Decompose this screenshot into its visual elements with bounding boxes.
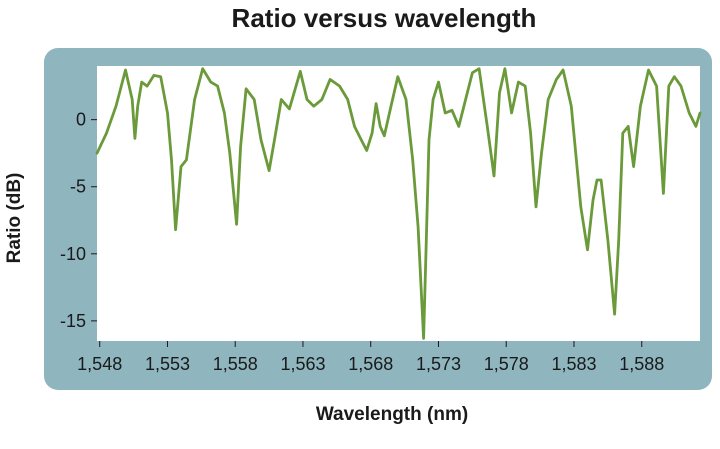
y-tick-label: -15 xyxy=(60,311,86,331)
x-tick-label: 1,583 xyxy=(551,354,596,374)
y-axis-label: Ratio (dB) xyxy=(4,173,25,264)
x-tick-label: 1,548 xyxy=(77,354,122,374)
x-tick-label: 1,578 xyxy=(484,354,529,374)
x-axis-ticks: 1,548 1,553 1,558 1,563 1,568 1,573 1,578 1,583… xyxy=(77,341,664,374)
plot-area xyxy=(97,66,700,341)
y-tick-label: 0 xyxy=(76,110,86,130)
y-tick-label: -5 xyxy=(70,177,86,197)
x-tick-label: 1,573 xyxy=(416,354,461,374)
x-tick-label: 1,558 xyxy=(213,354,258,374)
y-axis-ticks: 0 -5 -10 -15 xyxy=(60,110,97,331)
y-tick-label: -10 xyxy=(60,244,86,264)
x-tick-label: 1,588 xyxy=(619,354,664,374)
x-tick-label: 1,568 xyxy=(348,354,393,374)
x-tick-label: 1,563 xyxy=(280,354,325,374)
ratio-series-line xyxy=(95,67,702,340)
x-axis-label: Wavelength (nm) xyxy=(316,404,468,425)
chart-title: Ratio versus wavelength xyxy=(232,3,537,33)
x-tick-label: 1,553 xyxy=(145,354,190,374)
